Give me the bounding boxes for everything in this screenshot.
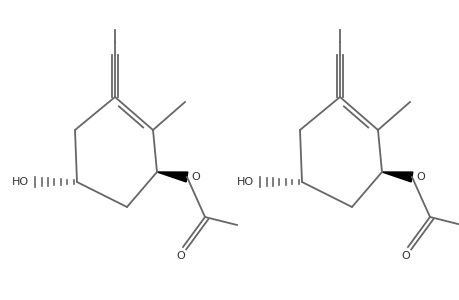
Polygon shape [157,172,187,182]
Polygon shape [381,172,412,182]
Text: HO: HO [12,177,29,187]
Text: O: O [176,251,185,261]
Text: O: O [415,172,424,182]
Text: O: O [401,251,409,261]
Text: O: O [190,172,199,182]
Text: HO: HO [236,177,253,187]
